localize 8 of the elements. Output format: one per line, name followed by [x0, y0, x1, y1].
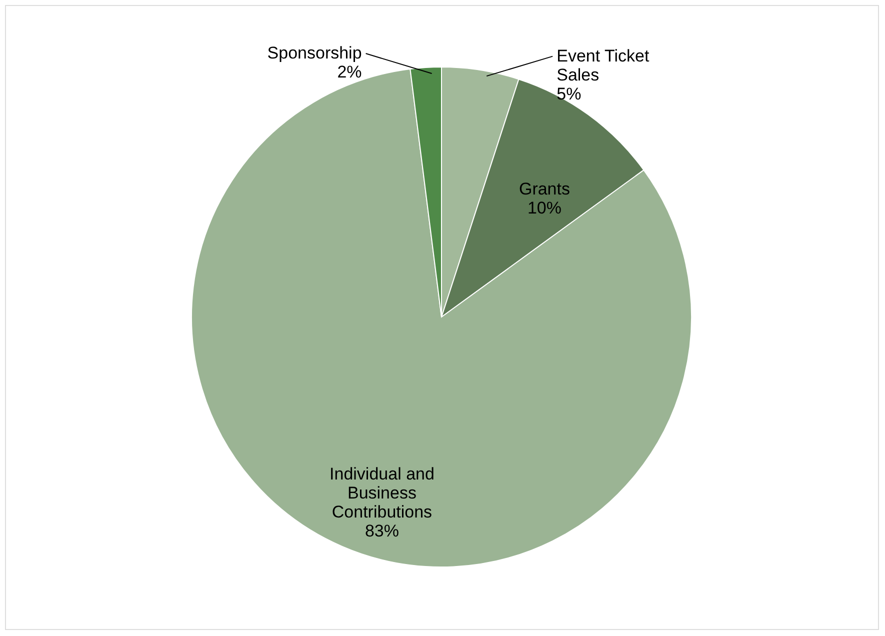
slice-label: Individual and Business Contributions [330, 464, 434, 522]
slice-label: Event Ticket Sales [556, 46, 650, 84]
slice-label: Grants [518, 180, 570, 199]
data-label: 5% [556, 84, 582, 104]
data-label: 10% [527, 198, 562, 218]
slice-label: Sponsorship [267, 44, 362, 63]
data-label: 2% [337, 62, 362, 82]
data-label: 83% [364, 521, 399, 540]
